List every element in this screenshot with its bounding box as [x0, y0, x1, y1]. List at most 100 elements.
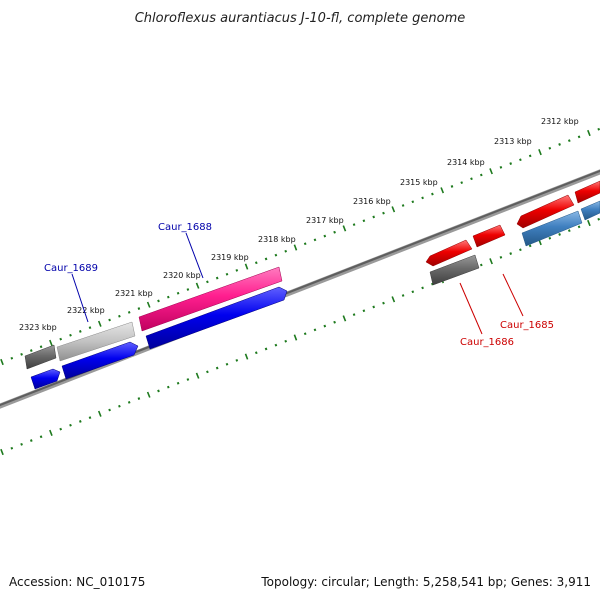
- lower-ruler-tick: [528, 244, 532, 248]
- upper-ruler-tick: [235, 269, 239, 272]
- upper-ruler-tick: [352, 223, 356, 226]
- upper-ruler-tick: [146, 301, 151, 308]
- gene-caur-1686-dark-gray[interactable]: [429, 254, 480, 286]
- upper-ruler-tick: [284, 249, 288, 253]
- lower-ruler-tick: [206, 370, 209, 374]
- gene-red-3[interactable]: [516, 194, 575, 229]
- ruler-label-2321: 2321 kbp: [115, 289, 153, 298]
- gene-callouts: Caur_1689 Caur_1688 Caur_1686 Caur_1685: [44, 222, 554, 348]
- upper-ruler-tick: [450, 185, 454, 188]
- upper-ruler-tick: [0, 358, 4, 366]
- upper-ruler-tick: [88, 326, 92, 330]
- gene-label-caur-1689[interactable]: Caur_1689: [44, 263, 98, 274]
- gene-red-4[interactable]: [574, 180, 600, 204]
- upper-ruler-tick: [137, 307, 141, 310]
- ruler-label-2319: 2319 kbp: [211, 253, 249, 262]
- ruler-label-2312: 2312 kbp: [541, 117, 579, 126]
- upper-ruler-tick: [157, 299, 160, 303]
- lower-ruler-tick: [587, 219, 591, 227]
- lower-ruler-tick: [244, 353, 249, 360]
- ruler-label-2315: 2315 kbp: [400, 178, 438, 187]
- upper-tick-ruler: [0, 127, 600, 366]
- lower-ruler-tick: [274, 343, 278, 347]
- lower-ruler-tick: [20, 442, 23, 446]
- gene-label-caur-1688[interactable]: Caur_1688: [158, 222, 212, 233]
- lower-ruler-tick: [431, 282, 434, 286]
- upper-ruler-tick: [127, 311, 131, 314]
- ruler-label-2313: 2313 kbp: [494, 137, 532, 146]
- lower-ruler-tick: [323, 324, 327, 328]
- upper-ruler-tick: [274, 253, 278, 257]
- lower-ruler-tick: [78, 420, 82, 423]
- lower-ruler-tick: [146, 391, 151, 398]
- upper-ruler-tick: [567, 139, 571, 143]
- lower-ruler-tick: [176, 381, 180, 385]
- upper-ruler-tick: [254, 261, 258, 265]
- lower-ruler-tick: [382, 301, 385, 305]
- upper-ruler-tick: [421, 196, 424, 200]
- lower-ruler-tick: [118, 404, 121, 408]
- upper-ruler-tick: [470, 177, 473, 181]
- upper-ruler-tick: [323, 234, 327, 238]
- lower-ruler-tick: [0, 448, 4, 456]
- genome-stats-text: Topology: circular; Length: 5,258,541 bp…: [261, 575, 591, 589]
- upper-ruler-tick: [176, 291, 180, 295]
- upper-ruler-tick: [440, 187, 445, 194]
- map-title: Chloroflexus aurantiacus J-10-fl, comple…: [135, 11, 466, 26]
- ruler-label-2314: 2314 kbp: [447, 158, 485, 167]
- gene-caur-1689-blue[interactable]: [61, 341, 139, 380]
- lower-ruler-tick: [254, 351, 258, 355]
- ruler-label-2316: 2316 kbp: [353, 197, 391, 206]
- gene-caur-1685-steel-blue[interactable]: [521, 210, 583, 247]
- lower-ruler-tick: [342, 315, 347, 322]
- upper-ruler-tick: [577, 135, 581, 139]
- upper-ruler-tick: [342, 225, 347, 232]
- upper-ruler-tick: [206, 280, 209, 284]
- upper-ruler-tick: [411, 200, 415, 204]
- upper-ruler-tick: [558, 143, 561, 146]
- gene-blue-long[interactable]: [145, 286, 288, 350]
- upper-ruler-tick: [313, 238, 317, 242]
- gene-light-gray[interactable]: [56, 321, 136, 362]
- ruler-label-2323: 2323 kbp: [19, 323, 57, 332]
- upper-ruler-tick: [78, 330, 82, 333]
- gene-red-2[interactable]: [472, 224, 506, 248]
- ruler-label-2317: 2317 kbp: [306, 216, 344, 225]
- lower-ruler-tick: [548, 236, 552, 240]
- upper-ruler-tick: [264, 257, 268, 261]
- lower-ruler-tick: [313, 328, 317, 332]
- upper-ruler-tick: [166, 295, 170, 299]
- caur-1686-leader: [459, 282, 483, 335]
- lower-ruler-tick: [195, 372, 200, 379]
- gene-label-caur-1685[interactable]: Caur_1685: [500, 320, 554, 331]
- upper-ruler-tick: [431, 192, 434, 196]
- lower-ruler-tick: [362, 309, 366, 313]
- lower-ruler-tick: [352, 313, 356, 316]
- gene-red-1[interactable]: [425, 239, 473, 267]
- lower-ruler-tick: [29, 439, 33, 442]
- lower-ruler-tick: [372, 305, 376, 309]
- lower-ruler-tick: [10, 446, 14, 450]
- gene-dark-gray-left[interactable]: [24, 344, 57, 370]
- gene-caur-1688-pink[interactable]: [138, 266, 283, 332]
- upper-ruler-tick: [548, 146, 552, 150]
- upper-ruler-tick: [528, 154, 532, 158]
- lower-ruler-tick: [401, 294, 405, 297]
- gene-blue-small[interactable]: [30, 368, 61, 390]
- caur-1689-leader: [71, 273, 89, 323]
- upper-ruler-tick: [10, 356, 14, 360]
- lower-ruler-tick: [577, 225, 581, 229]
- upper-ruler-tick: [29, 349, 33, 352]
- upper-ruler-tick: [479, 173, 483, 177]
- lower-ruler-tick: [567, 229, 571, 233]
- caur-1685-leader: [502, 273, 524, 317]
- upper-ruler-tick: [49, 339, 53, 346]
- lower-ruler-tick: [421, 286, 424, 290]
- gene-steel-blue-2[interactable]: [580, 200, 600, 221]
- upper-ruler-tick: [382, 211, 385, 215]
- ruler-label-2318: 2318 kbp: [258, 235, 296, 244]
- lower-ruler-tick: [39, 435, 43, 439]
- lower-ruler-tick: [479, 263, 483, 267]
- gene-label-caur-1686[interactable]: Caur_1686: [460, 337, 514, 348]
